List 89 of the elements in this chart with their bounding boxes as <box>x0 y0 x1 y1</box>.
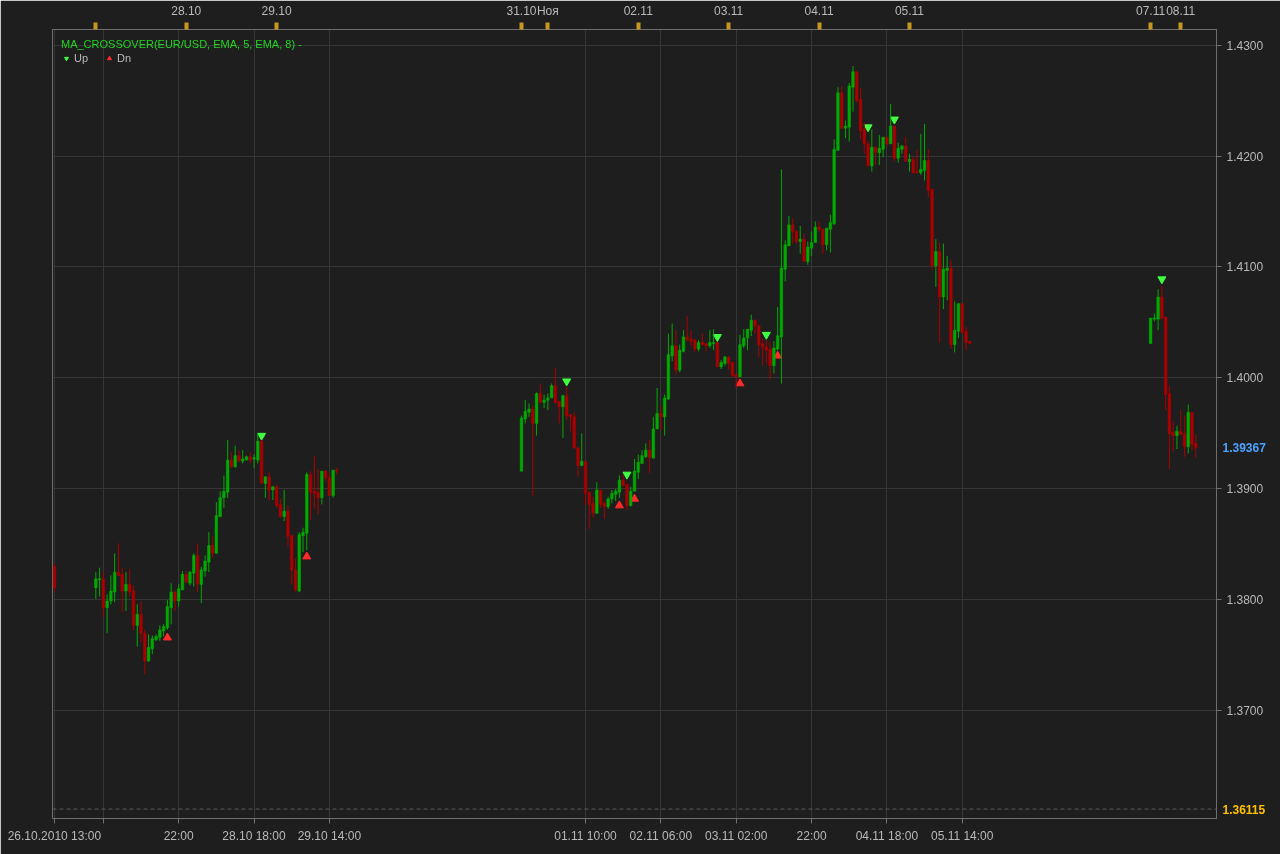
y-tick-label: 1.4100 <box>1226 260 1264 275</box>
candlestick <box>870 128 874 173</box>
candlestick <box>271 486 275 501</box>
candlestick <box>896 142 900 164</box>
candlestick <box>124 571 128 612</box>
point <box>1157 276 1167 285</box>
candlestick <box>565 386 569 421</box>
candlestick <box>267 471 271 501</box>
x-tick-label: 02.11 06:00 <box>629 828 693 843</box>
x2-tick-label: 08.11 <box>1166 3 1196 18</box>
point <box>761 331 771 340</box>
point <box>863 124 873 133</box>
candlestick <box>327 472 331 497</box>
point <box>614 500 624 509</box>
candlestick <box>120 567 124 613</box>
x-tick-label: 29.10 14:00 <box>297 828 362 843</box>
candlestick <box>648 439 652 474</box>
candlestick <box>617 475 621 499</box>
candlestick <box>146 633 151 663</box>
candlestick <box>915 149 919 175</box>
y-tick-label: 1.4000 <box>1226 371 1264 386</box>
candlestick <box>98 567 102 598</box>
candlestick <box>659 405 663 431</box>
candlestick <box>802 233 806 262</box>
x-tick-label: 04.11 18:00 <box>855 828 919 843</box>
candlestick <box>1182 415 1187 458</box>
y-tick-label: 1.3800 <box>1226 593 1264 608</box>
x-tick-label: 22:00 <box>796 828 827 843</box>
x-tick-label: 28.10 18:00 <box>222 828 287 843</box>
candlestick <box>749 314 753 337</box>
x-tick-label: 26.10.2010 13:00 <box>7 828 102 843</box>
candlestick <box>904 136 908 163</box>
x2-tick-label: 31.10 <box>506 3 537 18</box>
candlestick <box>263 476 267 499</box>
x2-tick-label: 29.10 <box>261 3 292 18</box>
candlestick <box>207 531 211 573</box>
candlestick <box>256 432 260 464</box>
candlestick <box>94 571 98 600</box>
x-tick-label: 03.11 02:00 <box>704 828 768 843</box>
x2-tick-label: Ноя <box>536 3 559 18</box>
y-tick-label: 1.4300 <box>1226 38 1264 53</box>
candlestick <box>595 481 599 514</box>
x-tick-label: 05.11 14:00 <box>930 828 994 843</box>
x2-tick-label: 28.10 <box>171 3 202 18</box>
point <box>889 116 899 125</box>
point <box>302 551 312 560</box>
candlestick <box>712 328 716 351</box>
point <box>735 378 745 387</box>
x2-tick-label: 02.11 <box>623 3 654 18</box>
legend-label: Up <box>74 52 90 64</box>
candlestick <box>237 449 241 462</box>
candlestick <box>113 552 117 603</box>
candlestick <box>1156 288 1160 331</box>
candlestick <box>531 405 535 497</box>
y-tick-label: 1.4200 <box>1226 149 1264 164</box>
candlestick <box>922 123 927 181</box>
candlestick <box>135 603 139 647</box>
y-tick-label: 1.3700 <box>1226 704 1264 719</box>
candlestick <box>52 562 56 593</box>
candlestick <box>704 343 708 352</box>
candlestick <box>768 340 772 381</box>
candlestick <box>934 238 938 288</box>
x-tick-label: 22:00 <box>163 828 195 843</box>
y-tick-label: 1.3900 <box>1226 482 1264 497</box>
candlestick <box>211 536 215 559</box>
x2-tick-label: 05.11 <box>894 3 925 18</box>
x2-tick-label: 03.11 <box>714 3 744 18</box>
ref-line-label: 1.36115 <box>1222 802 1266 817</box>
point <box>622 471 632 480</box>
point <box>562 378 572 387</box>
text: MA_CROSSOVER(EUR/USD, EMA, 5, EMA, 8) - <box>61 38 302 50</box>
candlestick <box>192 552 196 588</box>
x-tick-label: 01.11 10:00 <box>554 828 618 843</box>
candlestick <box>173 590 177 612</box>
candlestick <box>580 432 584 467</box>
point <box>162 632 172 641</box>
text: 1.39367 <box>1222 441 1267 456</box>
point <box>712 334 722 343</box>
legend-label: Dn <box>117 52 133 64</box>
candlestick <box>542 394 546 409</box>
candlestick <box>889 103 893 145</box>
candlestick <box>625 483 629 511</box>
x2-tick-label: 07.11 <box>1136 3 1166 18</box>
candlestick <box>561 394 565 439</box>
candlestick <box>233 445 237 469</box>
candlestick <box>1175 425 1179 450</box>
x2-tick-label: 04.11 <box>804 3 834 18</box>
point <box>257 432 267 441</box>
candlestick <box>282 489 286 522</box>
